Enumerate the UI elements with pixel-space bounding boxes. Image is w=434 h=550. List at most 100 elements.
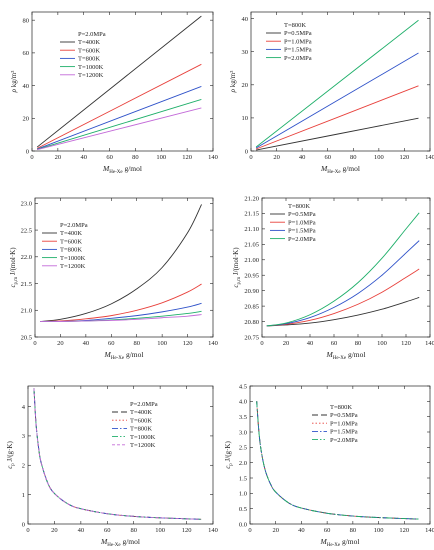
series-line-0 (33, 388, 202, 520)
legend-entry-3: T=1000K (60, 255, 86, 262)
y-tick-label: 21.05 (244, 242, 259, 249)
series-line-2 (255, 52, 419, 149)
chart-cp-temp: 0 20 40 60 80 100 120 140 0 1 2 3 4 MHe-Xe g/mol cp J/… (6, 385, 218, 548)
chart-rho-pres: 0 20 40 60 80 100 120 140 0 10 20 30 40 MHe-Xe g/mol ρ… (229, 11, 434, 175)
series-line-1 (36, 63, 202, 149)
legend-title: T=800K (284, 22, 306, 29)
series-line-3 (37, 99, 202, 150)
y-tick-label: 1.0 (239, 491, 247, 498)
x-tick-label: 100 (374, 154, 384, 161)
x-tick-label: 140 (208, 340, 218, 347)
x-tick-label: 40 (80, 154, 87, 161)
x-tick-label: 80 (350, 527, 357, 534)
series-line-3 (266, 212, 420, 327)
legend-entry-0: P=0.5MPa (330, 412, 358, 419)
chart-cpm-temp: 0 20 40 60 80 100 120 140 20.5 21.0 21.5 22.0 22.5 23… (9, 197, 218, 361)
y-tick-label: 1.5 (239, 475, 247, 482)
y-tick-label: 20 (23, 116, 30, 123)
y-tick-label: 21.10 (244, 226, 259, 233)
legend-entry-3: P=2.0MPa (288, 236, 316, 243)
legend-entry-2: T=800K (130, 426, 152, 433)
y-tick-label: 2.5 (239, 445, 247, 452)
x-tick-label: 120 (399, 527, 409, 534)
x-tick-label: 60 (331, 340, 338, 347)
y-tick-label: 21.5 (21, 281, 32, 288)
y-tick-label: 10 (242, 115, 249, 122)
x-tick-label: 60 (106, 154, 113, 161)
x-tick-label: 60 (324, 154, 331, 161)
plot-frame (249, 385, 431, 525)
y-tick-label: 0 (26, 148, 29, 155)
series-line-0 (266, 297, 420, 327)
x-tick-label: 80 (350, 154, 357, 161)
x-axis-label: MHe-Xe g/mol (320, 164, 360, 175)
y-tick-label: 3.0 (239, 429, 247, 436)
legend-title: P=2.0MPa (60, 222, 88, 229)
x-tick-label: 40 (298, 527, 305, 534)
series-line-2 (266, 240, 420, 327)
y-axis-label: ρ kg/m³ (229, 71, 237, 94)
legend-entry-1: P=1.0MPa (330, 420, 358, 427)
x-tick-label: 60 (324, 527, 331, 534)
legend-entry-0: P=0.5MPa (284, 30, 312, 37)
legend-entry-3: T=1000K (130, 434, 156, 441)
series-line-3 (255, 19, 419, 148)
x-axis-label: MHe-Xe g/mol (326, 350, 366, 361)
legend-entry-0: T=400K (60, 230, 82, 237)
legend-title: T=800K (330, 404, 352, 411)
x-tick-label: 140 (425, 527, 434, 534)
x-tick-label: 0 (33, 340, 36, 347)
series-line-1 (40, 283, 202, 322)
x-tick-label: 100 (377, 340, 387, 347)
x-tick-label: 80 (133, 340, 140, 347)
legend-entry-2: P=1.5MPa (330, 429, 358, 436)
y-tick-label: 80 (23, 17, 30, 24)
x-axis-label: MHe-Xe g/mol (100, 537, 140, 548)
y-tick-label: 21.0 (21, 308, 32, 315)
y-axis-label: cp,m J/(mol·K) (9, 247, 19, 288)
series-line-0 (40, 204, 202, 322)
x-tick-label: 60 (108, 340, 115, 347)
x-tick-label: 0 (30, 154, 33, 161)
x-tick-label: 40 (83, 340, 90, 347)
x-tick-label: 120 (182, 527, 192, 534)
legend-entry-1: T=600K (130, 417, 152, 424)
x-tick-label: 0 (26, 527, 29, 534)
x-tick-label: 20 (272, 527, 279, 534)
y-tick-label: 0 (245, 148, 248, 155)
x-tick-label: 140 (208, 527, 218, 534)
x-tick-label: 0 (248, 527, 251, 534)
y-tick-label: 4.5 (239, 383, 247, 390)
legend-entry-3: T=1000K (78, 64, 104, 71)
x-tick-label: 60 (104, 527, 111, 534)
x-tick-label: 40 (299, 154, 306, 161)
y-tick-label: 21.15 (244, 211, 259, 218)
x-axis-label: MHe-Xe g/mol (320, 537, 360, 548)
x-tick-label: 20 (283, 340, 290, 347)
legend-title: P=2.0MPa (78, 31, 106, 38)
y-tick-label: 23.0 (21, 201, 32, 208)
y-axis-label: cp,m J/(mol·K) (232, 247, 242, 288)
x-axis-label: MHe-Xe g/mol (102, 164, 142, 175)
y-tick-label: 20.75 (244, 334, 259, 341)
y-axis-label: cp J/(g·K) (224, 441, 234, 469)
x-tick-label: 80 (355, 340, 362, 347)
x-tick-label: 120 (183, 340, 193, 347)
x-tick-label: 100 (156, 154, 166, 161)
x-tick-label: 0 (249, 154, 252, 161)
legend-title: T=800K (288, 203, 310, 210)
y-tick-label: 21.00 (244, 257, 259, 264)
legend-entry-1: T=600K (60, 238, 82, 245)
x-axis-label: MHe-Xe g/mol (104, 350, 144, 361)
y-tick-label: 20.85 (244, 303, 259, 310)
legend-entry-1: P=1.0MPa (284, 38, 312, 45)
y-axis-label: ρ kg/m³ (10, 71, 18, 94)
y-tick-label: 60 (23, 50, 30, 57)
plot-frame (31, 11, 214, 152)
y-tick-label: 0.0 (239, 521, 247, 528)
series-line-4 (40, 314, 202, 322)
legend-entry-2: P=1.5MPa (288, 228, 316, 235)
